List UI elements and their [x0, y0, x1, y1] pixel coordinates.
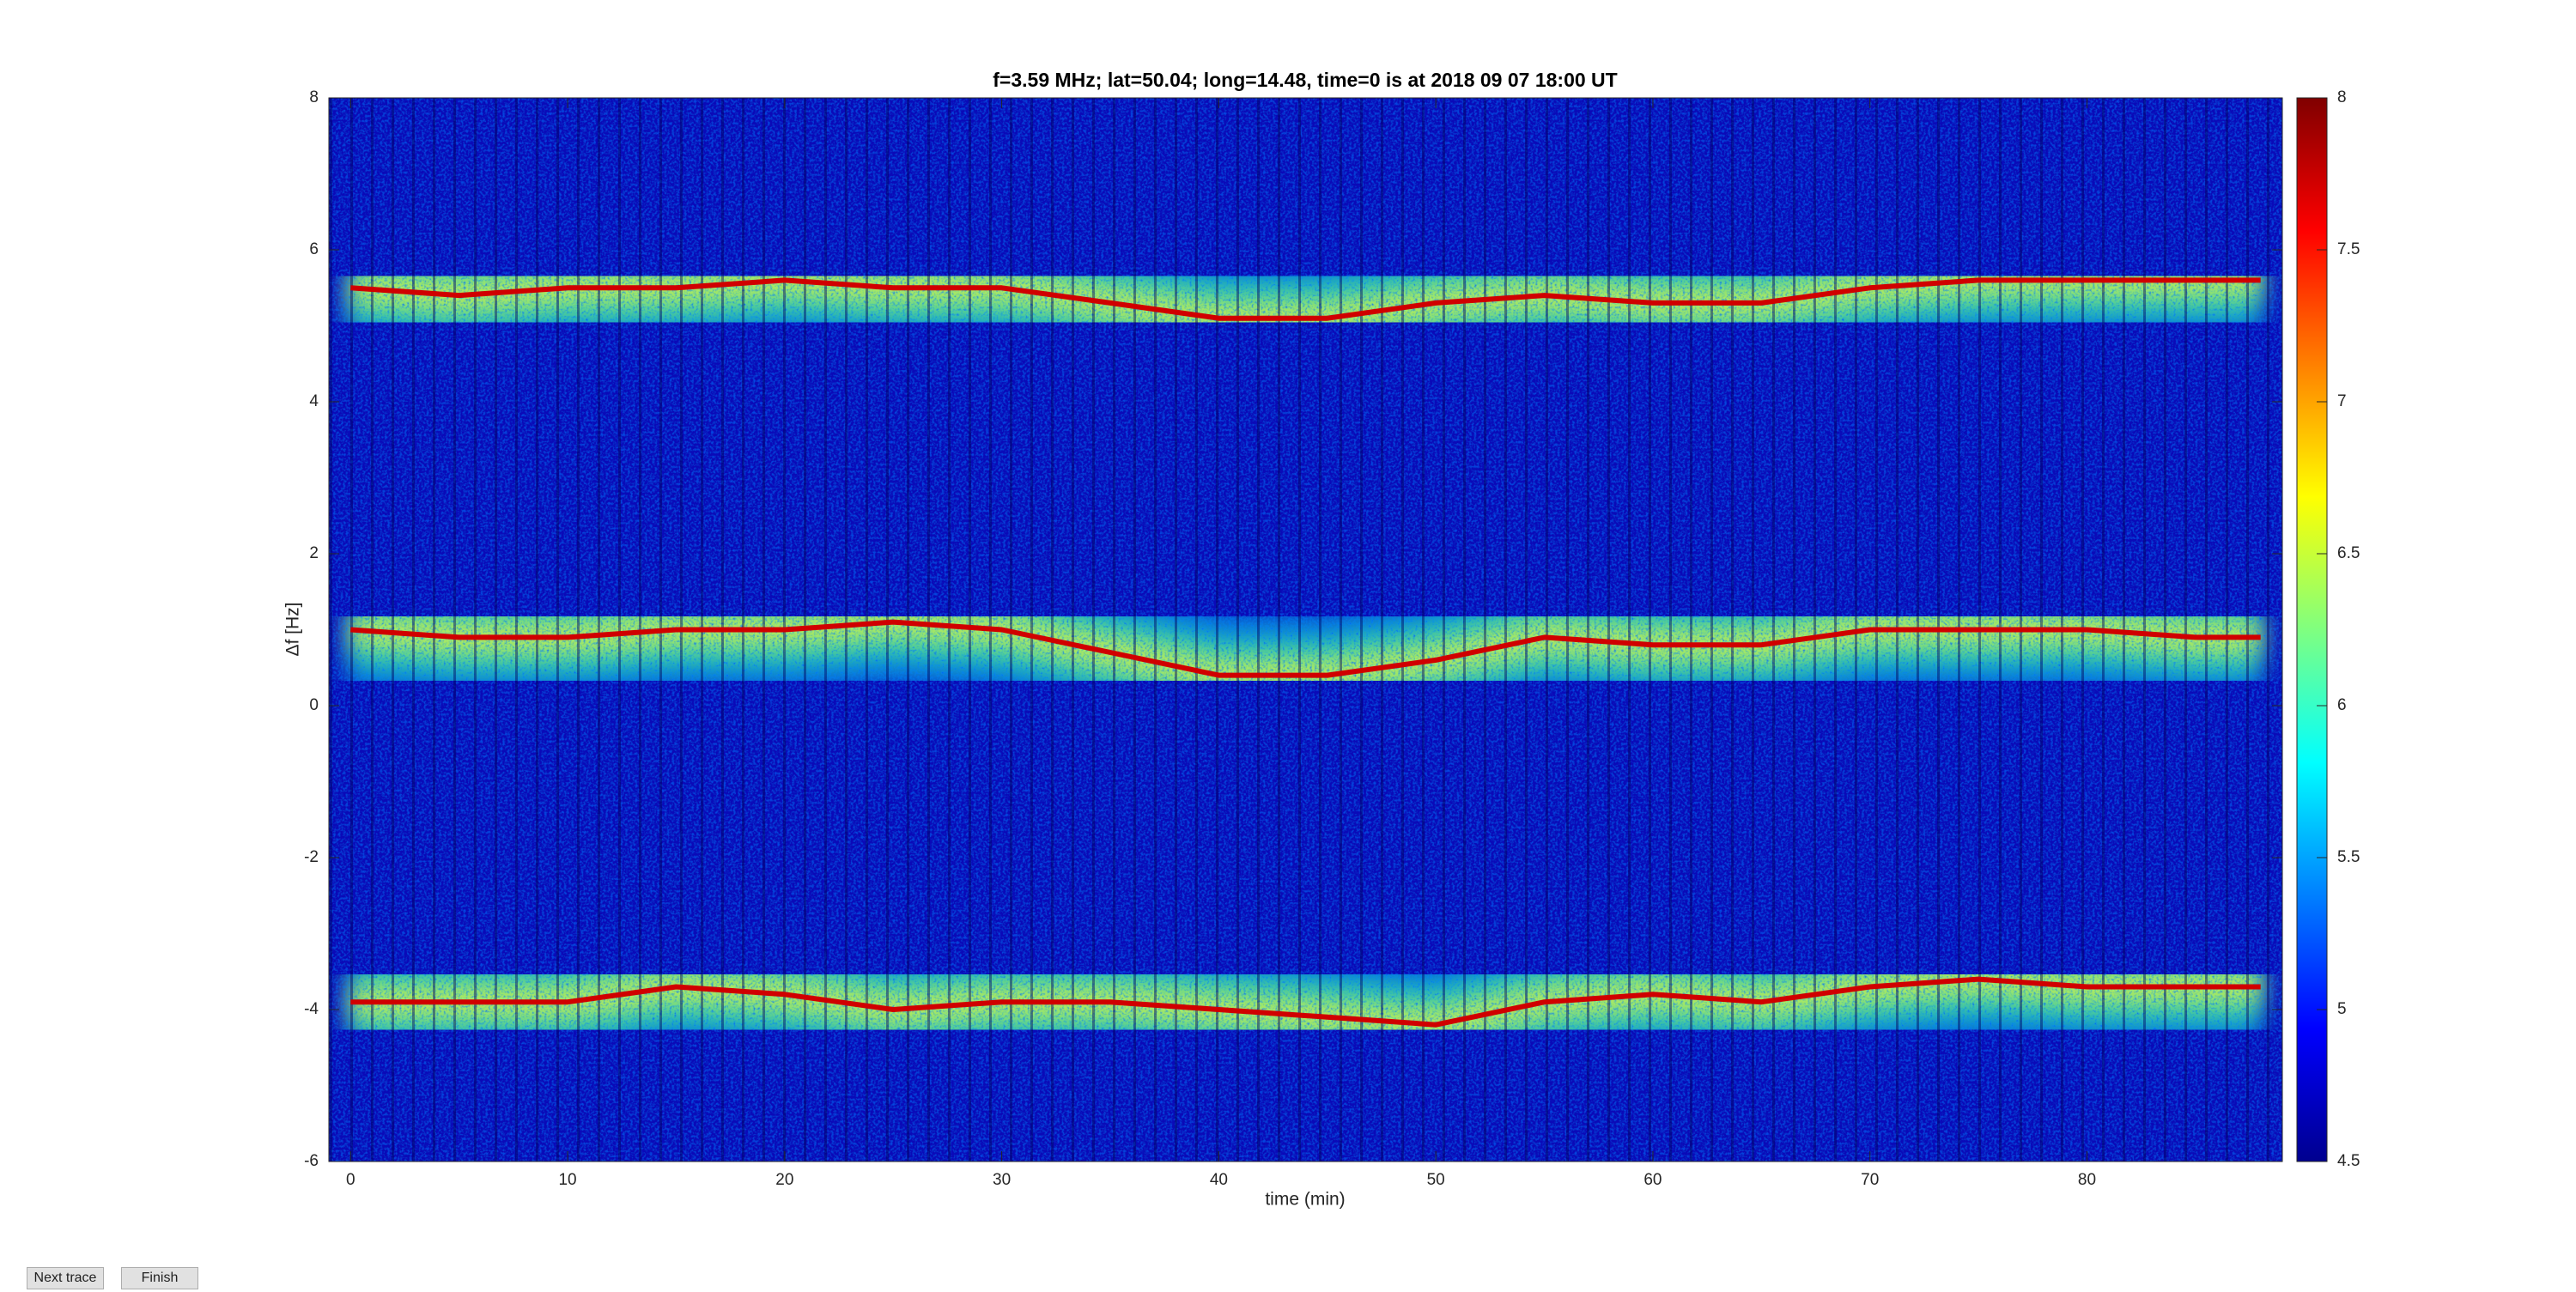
plot-frame [328, 97, 2283, 1162]
next-trace-button[interactable]: Next trace [27, 1267, 104, 1289]
x-tick-label: 10 [558, 1171, 576, 1189]
x-tick-label: 30 [993, 1171, 1011, 1189]
ridge-line [350, 277, 2261, 321]
y-tick-label: 0 [309, 696, 319, 714]
colorbar [2296, 97, 2328, 1162]
ridge-line [350, 619, 2261, 678]
x-tick-label: 0 [346, 1171, 355, 1189]
y-tick-label: 2 [309, 544, 319, 562]
x-tick-label: 70 [1861, 1171, 1879, 1189]
y-tick-label: -4 [304, 1000, 319, 1018]
colorbar-tick-label: 4.5 [2337, 1152, 2360, 1170]
colorbar-tick-label: 7 [2337, 392, 2347, 410]
x-tick-label: 50 [1427, 1171, 1445, 1189]
y-tick-label: -6 [304, 1152, 319, 1170]
x-tick-label: 40 [1210, 1171, 1228, 1189]
finish-button[interactable]: Finish [121, 1267, 198, 1289]
x-tick-label: 60 [1643, 1171, 1662, 1189]
y-tick-label: 6 [309, 240, 319, 258]
x-axis-label: time (min) [1265, 1190, 1345, 1210]
chart-title: f=3.59 MHz; lat=50.04; long=14.48, time=… [993, 69, 1617, 91]
colorbar-tick-label: 6 [2337, 696, 2347, 714]
y-axis-label: Δf [Hz] [283, 602, 303, 656]
colorbar-tick-label: 5.5 [2337, 848, 2360, 866]
heatmap [329, 98, 2282, 1162]
x-tick-label: 80 [2078, 1171, 2096, 1189]
colorbar-tick-label: 6.5 [2337, 544, 2360, 562]
colorbar-tick-label: 7.5 [2337, 240, 2360, 258]
y-tick-label: -2 [304, 848, 319, 866]
y-tick-label: 4 [309, 392, 319, 410]
colorbar-tick-label: 5 [2337, 1000, 2347, 1018]
figure: f=3.59 MHz; lat=50.04; long=14.48, time=… [283, 69, 2360, 1210]
x-tick-label: 20 [775, 1171, 793, 1189]
colorbar-tick-label: 8 [2337, 88, 2347, 106]
ridge-line [350, 976, 2261, 1028]
y-tick-label: 8 [309, 88, 319, 106]
